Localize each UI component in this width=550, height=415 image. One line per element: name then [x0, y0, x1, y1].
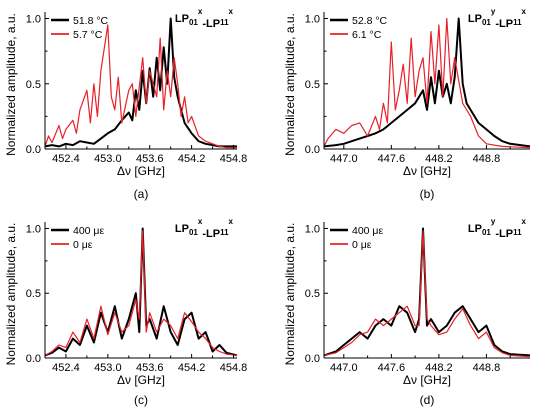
y-axis-label: Normalized amplitude, a.u. — [4, 13, 18, 156]
y-tick-label: 0.0 — [26, 353, 41, 365]
legend-label: 5.7 °C — [73, 29, 103, 41]
x-tick-label: 448.8 — [473, 153, 501, 165]
series-line-2 — [323, 230, 531, 358]
x-tick-label: 447.6 — [378, 362, 406, 374]
y-tick-label: 0.0 — [305, 353, 320, 365]
x-axis-label: Δν [GHz] — [117, 373, 165, 387]
x-tick-label: 454.8 — [220, 153, 248, 165]
legend-label: 51.8 °C — [73, 15, 109, 27]
x-tick-label: 447.6 — [378, 153, 406, 165]
series-line-2 — [323, 17, 531, 149]
y-tick-label: 0.5 — [26, 288, 41, 300]
y-tick-label: 1.0 — [26, 223, 41, 235]
panel-label: (c) — [134, 393, 148, 407]
x-tick-label: 447.0 — [330, 153, 358, 165]
x-tick-label: 447.0 — [330, 362, 358, 374]
chart-panel-4: 0.0 0.5 1.0 447.0 447.6 448.2 448.8 Δν [GHz] Nor… — [283, 217, 531, 407]
x-tick-label: 448.2 — [425, 362, 453, 374]
y-axis-label: Normalized amplitude, a.u. — [4, 223, 18, 366]
panel-title: LP01x-LP11x — [175, 7, 234, 30]
chart-panel-1: 0.0 0.5 1.0 452.4 453.0 453.6 454.2 454.8 Δν [GH… — [4, 7, 247, 201]
panel-label: (b) — [420, 187, 435, 201]
y-axis-label: Normalized amplitude, a.u. — [283, 13, 297, 156]
panel-title: LP01y-LP11x — [468, 217, 527, 240]
x-tick-label: 454.2 — [178, 153, 206, 165]
legend-label: 400 με — [73, 225, 104, 237]
x-tick-label: 453.6 — [136, 153, 164, 165]
x-tick-label: 452.4 — [52, 362, 80, 374]
chart-panel-3: 0.0 0.5 1.0 452.4 453.0 453.6 454.2 454.8 Δν [GH… — [4, 217, 247, 407]
series-line-2 — [44, 230, 238, 356]
x-axis-label: Δν [GHz] — [117, 164, 165, 178]
legend-label: 6.1 °C — [352, 29, 382, 41]
y-tick-label: 0.0 — [26, 144, 41, 156]
legend-label: 400 με — [352, 225, 383, 237]
legend-label: 0 με — [73, 239, 93, 251]
panel-label: (d) — [420, 393, 435, 407]
y-tick-label: 0.5 — [305, 79, 320, 91]
y-tick-label: 0.0 — [305, 144, 320, 156]
legend-label: 0 με — [352, 239, 372, 251]
x-tick-label: 454.8 — [220, 362, 248, 374]
x-tick-label: 453.0 — [94, 153, 122, 165]
y-axis-label: Normalized amplitude, a.u. — [283, 223, 297, 366]
x-tick-label: 448.8 — [473, 362, 501, 374]
x-tick-label: 452.4 — [52, 153, 80, 165]
y-tick-label: 1.0 — [305, 223, 320, 235]
panel-title: LP01x-LP11x — [175, 217, 234, 240]
x-axis-label: Δν [GHz] — [403, 164, 451, 178]
y-tick-label: 0.5 — [26, 79, 41, 91]
y-tick-label: 1.0 — [26, 14, 41, 26]
x-tick-label: 453.6 — [136, 362, 164, 374]
x-axis-label: Δν [GHz] — [403, 373, 451, 387]
panel-label: (a) — [134, 187, 149, 201]
x-tick-label: 454.2 — [178, 362, 206, 374]
x-tick-label: 453.0 — [94, 362, 122, 374]
y-tick-label: 0.5 — [305, 288, 320, 300]
chart-panel-2: 0.0 0.5 1.0 447.0 447.6 448.2 448.8 Δν [GHz] Nor… — [283, 7, 531, 201]
series-line-2 — [44, 24, 237, 149]
x-tick-label: 448.2 — [425, 153, 453, 165]
y-tick-label: 1.0 — [305, 14, 320, 26]
panel-title: LP01y-LP11x — [468, 7, 527, 30]
legend-label: 52.8 °C — [352, 15, 388, 27]
